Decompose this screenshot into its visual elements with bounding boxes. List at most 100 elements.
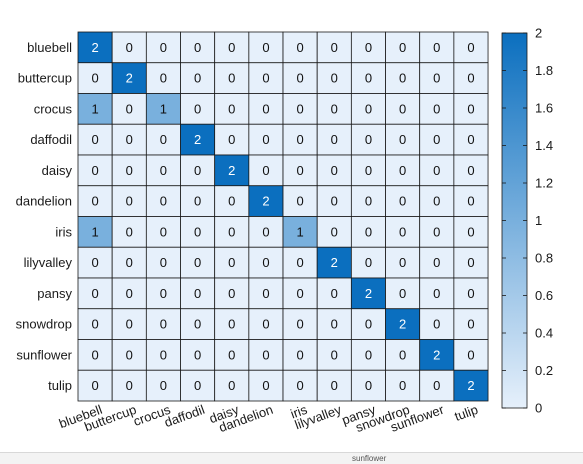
cell-value-daisy-snowdrop: 0 — [399, 163, 406, 178]
cell-value-daisy-bluebell: 0 — [91, 163, 98, 178]
cell-sunflower-sunflower — [419, 339, 455, 371]
cell-value-bluebell-daisy: 0 — [228, 40, 235, 55]
cell-sunflower-dandelion — [248, 339, 284, 371]
cell-sunflower-bluebell — [77, 339, 113, 371]
cell-daisy-bluebell — [77, 154, 113, 187]
cell-bluebell-buttercup — [111, 31, 147, 64]
cell-value-dandelion-snowdrop: 0 — [399, 194, 406, 209]
cell-daisy-sunflower — [419, 154, 455, 187]
cell-bluebell-tulip — [453, 31, 489, 64]
cell-bluebell-snowdrop — [385, 31, 421, 64]
cell-value-snowdrop-daffodil: 0 — [194, 317, 201, 332]
cell-sunflower-pansy — [350, 339, 386, 371]
cell-value-tulip-sunflower: 0 — [433, 378, 440, 393]
cell-dandelion-pansy — [350, 185, 386, 217]
cell-daisy-iris — [282, 154, 318, 187]
cell-tulip-iris — [282, 369, 318, 402]
cell-value-buttercup-snowdrop: 0 — [399, 71, 406, 86]
cell-value-tulip-lilyvalley: 0 — [331, 378, 338, 393]
cell-value-lilyvalley-bluebell: 0 — [91, 255, 98, 270]
cell-daffodil-bluebell — [77, 123, 113, 156]
cell-value-pansy-dandelion: 0 — [262, 286, 269, 301]
cell-iris-pansy — [350, 216, 386, 248]
cell-value-crocus-iris: 0 — [296, 101, 303, 116]
colorbar-tick-label-0-6: 0.6 — [535, 288, 553, 303]
cell-lilyvalley-iris — [282, 246, 318, 279]
cell-value-lilyvalley-pansy: 0 — [365, 255, 372, 270]
cell-value-iris-pansy: 0 — [365, 224, 372, 239]
cell-buttercup-daffodil — [180, 62, 216, 94]
cell-value-iris-crocus: 0 — [160, 224, 167, 239]
cell-lilyvalley-crocus — [145, 246, 181, 279]
cell-value-sunflower-bluebell: 0 — [91, 347, 98, 362]
colorbar-tick-label-2: 2 — [535, 26, 542, 41]
cell-pansy-crocus — [145, 277, 181, 310]
cell-pansy-daffodil — [180, 277, 216, 310]
cell-value-dandelion-daisy: 0 — [228, 194, 235, 209]
cell-sunflower-daffodil — [180, 339, 216, 371]
cell-daisy-crocus — [145, 154, 181, 187]
cell-pansy-buttercup — [111, 277, 147, 310]
cell-value-sunflower-buttercup: 0 — [126, 347, 133, 362]
cell-iris-iris — [282, 216, 318, 248]
cell-value-lilyvalley-snowdrop: 0 — [399, 255, 406, 270]
background-text-fragment: sunflower — [352, 454, 387, 463]
cell-value-daffodil-iris: 0 — [296, 132, 303, 147]
cell-lilyvalley-tulip — [453, 246, 489, 279]
cell-lilyvalley-daffodil — [180, 246, 216, 279]
cell-value-bluebell-iris: 0 — [296, 40, 303, 55]
cell-value-lilyvalley-crocus: 0 — [160, 255, 167, 270]
cell-iris-tulip — [453, 216, 489, 248]
cell-value-daisy-daffodil: 0 — [194, 163, 201, 178]
cell-value-tulip-tulip: 2 — [467, 378, 474, 393]
cell-value-bluebell-daffodil: 0 — [194, 40, 201, 55]
colorbar-tick-label-0-8: 0.8 — [535, 251, 553, 266]
cell-daffodil-dandelion — [248, 123, 284, 156]
cell-value-sunflower-dandelion: 0 — [262, 347, 269, 362]
row-labels: bluebell buttercup crocus daffodil daisy dand… — [16, 40, 73, 393]
cell-value-crocus-lilyvalley: 0 — [331, 101, 338, 116]
cell-value-iris-daisy: 0 — [228, 224, 235, 239]
cell-value-daffodil-lilyvalley: 0 — [331, 132, 338, 147]
cell-tulip-daisy — [214, 369, 250, 402]
cell-value-lilyvalley-tulip: 0 — [467, 255, 474, 270]
cell-crocus-crocus — [145, 93, 181, 125]
cell-buttercup-lilyvalley — [316, 62, 352, 94]
cell-value-daisy-dandelion: 0 — [262, 163, 269, 178]
cell-buttercup-sunflower — [419, 62, 455, 94]
cell-sunflower-lilyvalley — [316, 339, 352, 371]
cell-daffodil-pansy — [350, 123, 386, 156]
cell-value-bluebell-pansy: 0 — [365, 40, 372, 55]
cell-value-buttercup-daisy: 0 — [228, 71, 235, 86]
cell-value-pansy-tulip: 0 — [467, 286, 474, 301]
cell-value-buttercup-daffodil: 0 — [194, 71, 201, 86]
cell-tulip-tulip — [453, 369, 489, 402]
cell-iris-buttercup — [111, 216, 147, 248]
cell-value-iris-lilyvalley: 0 — [331, 224, 338, 239]
row-label-pansy: pansy — [37, 286, 72, 301]
cell-iris-crocus — [145, 216, 181, 248]
cell-daffodil-sunflower — [419, 123, 455, 156]
cell-value-tulip-pansy: 0 — [365, 378, 372, 393]
cell-value-snowdrop-dandelion: 0 — [262, 317, 269, 332]
cell-value-daffodil-dandelion: 0 — [262, 132, 269, 147]
cell-value-daisy-pansy: 0 — [365, 163, 372, 178]
cell-value-daisy-tulip: 0 — [467, 163, 474, 178]
cell-value-dandelion-lilyvalley: 0 — [331, 194, 338, 209]
cell-value-daffodil-crocus: 0 — [160, 132, 167, 147]
cell-lilyvalley-bluebell — [77, 246, 113, 279]
row-label-daffodil: daffodil — [30, 132, 72, 147]
column-label-daffodil: daffodil — [162, 402, 206, 430]
cell-iris-bluebell — [77, 216, 113, 248]
cell-value-tulip-iris: 0 — [296, 378, 303, 393]
cell-value-daffodil-tulip: 0 — [467, 132, 474, 147]
cell-crocus-iris — [282, 93, 318, 125]
cell-dandelion-bluebell — [77, 185, 113, 217]
cell-value-pansy-bluebell: 0 — [91, 286, 98, 301]
cell-value-daffodil-bluebell: 0 — [91, 132, 98, 147]
cell-value-bluebell-dandelion: 0 — [262, 40, 269, 55]
cell-value-sunflower-pansy: 0 — [365, 347, 372, 362]
cell-daisy-dandelion — [248, 154, 284, 187]
cell-value-daffodil-sunflower: 0 — [433, 132, 440, 147]
cell-daisy-daisy — [214, 154, 250, 187]
